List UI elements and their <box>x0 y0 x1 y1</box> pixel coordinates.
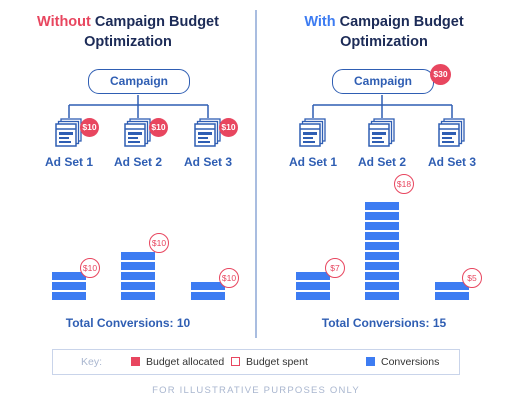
left-adset-3-label: Ad Set 3 <box>183 155 232 169</box>
left-adset-2-label: Ad Set 2 <box>113 155 162 169</box>
right-campaign-box: Campaign <box>332 69 434 94</box>
right-adset-3-conversion-block <box>435 282 469 290</box>
right-adset-2-conversion-block <box>365 282 399 290</box>
left-adset-3-spent-badge: $10 <box>219 268 239 288</box>
left-adset-1-spent-badge: $10 <box>80 258 100 278</box>
left-adset-2-spent-badge: $10 <box>149 233 169 253</box>
key-budget-spent: Budget spent <box>231 356 308 368</box>
right-adset-1-spent-badge: $7 <box>325 258 345 278</box>
left-panel-title: Without Campaign Budget Optimization <box>0 12 256 52</box>
right-adset-2-conversion-block <box>365 272 399 280</box>
legend-key: Key: Budget allocated Budget spent Conve… <box>52 349 460 375</box>
right-adset-2-conversion-block <box>365 252 399 260</box>
left-adset-1-budget-badge: $10 <box>80 118 99 137</box>
key-budget-allocated: Budget allocated <box>131 356 224 368</box>
left-adset-1-conversion-block <box>52 292 86 300</box>
right-panel-title: With Campaign Budget Optimization <box>256 12 512 52</box>
left-adset-2-conversion-block <box>121 262 155 270</box>
key-budget-allocated-text: Budget allocated <box>146 356 225 368</box>
right-title-prefix: With <box>304 14 336 30</box>
right-adset-2-conversion-block <box>365 212 399 220</box>
right-adset-3-spent-badge: $5 <box>462 268 482 288</box>
left-total-conversions: Total Conversions: 10 <box>65 316 191 330</box>
panel-divider <box>255 10 257 338</box>
left-adset-1-conversion-block <box>52 272 86 280</box>
left-adset-3-icon <box>194 118 221 147</box>
left-adset-2-conversion-block <box>121 292 155 300</box>
right-adset-1-conversion-block <box>296 292 330 300</box>
left-title-prefix: Without <box>37 14 91 30</box>
left-adset-3-conversion-block <box>191 292 225 300</box>
ad-set-icons <box>55 118 465 147</box>
left-title-line2: Optimization <box>84 34 172 50</box>
left-adset-3-conversion-block <box>191 282 225 290</box>
right-adset-2-conversion-block <box>365 292 399 300</box>
conversions-swatch <box>366 357 375 366</box>
right-adset-3-icon <box>438 118 465 147</box>
connector-lines <box>68 95 453 118</box>
right-title-rest: Campaign Budget <box>335 14 464 30</box>
right-total-conversions: Total Conversions: 15 <box>321 316 447 330</box>
left-title-rest: Campaign Budget <box>90 14 219 30</box>
right-adset-2-icon <box>368 118 395 147</box>
left-adset-3-budget-badge: $10 <box>219 118 238 137</box>
right-adset-3-conversion-block <box>435 292 469 300</box>
right-adset-2-conversion-block <box>365 232 399 240</box>
right-adset-2-conversion-block <box>365 262 399 270</box>
right-adset-3-label: Ad Set 3 <box>427 155 476 169</box>
right-adset-2-label: Ad Set 2 <box>357 155 406 169</box>
key-conversions: Conversions <box>366 356 439 368</box>
right-adset-1-conversion-block <box>296 282 330 290</box>
key-conversions-text: Conversions <box>381 356 440 368</box>
left-adset-1-conversion-block <box>52 282 86 290</box>
left-adset-2-icon <box>124 118 151 147</box>
right-adset-2-conversion-block <box>365 242 399 250</box>
left-adset-2-conversion-block <box>121 272 155 280</box>
right-adset-2-conversions <box>365 202 399 300</box>
budget-spent-swatch <box>231 357 240 366</box>
right-adset-3-conversions <box>435 282 469 300</box>
footer-disclaimer: FOR ILLUSTRATIVE PURPOSES ONLY <box>152 385 360 396</box>
right-title-line2: Optimization <box>340 34 428 50</box>
left-adset-1-icon <box>55 118 82 147</box>
right-campaign-budget-badge: $30 <box>430 64 451 85</box>
key-label: Key: <box>81 356 103 368</box>
left-adset-1-label: Ad Set 1 <box>44 155 93 169</box>
left-adset-1-conversions <box>52 272 86 300</box>
right-adset-1-icon <box>299 118 326 147</box>
left-adset-3-conversions <box>191 282 225 300</box>
right-adset-1-label: Ad Set 1 <box>288 155 337 169</box>
right-adset-1-conversions <box>296 272 330 300</box>
left-campaign-box: Campaign <box>88 69 190 94</box>
right-adset-2-conversion-block <box>365 202 399 210</box>
right-adset-2-conversion-block <box>365 222 399 230</box>
left-adset-2-conversion-block <box>121 282 155 290</box>
right-adset-1-conversion-block <box>296 272 330 280</box>
left-adset-2-conversions <box>121 252 155 300</box>
conversion-bars <box>52 202 469 300</box>
left-adset-2-conversion-block <box>121 252 155 260</box>
budget-allocated-swatch <box>131 357 140 366</box>
left-adset-2-budget-badge: $10 <box>149 118 168 137</box>
key-budget-spent-text: Budget spent <box>246 356 308 368</box>
right-adset-2-spent-badge: $18 <box>394 174 414 194</box>
